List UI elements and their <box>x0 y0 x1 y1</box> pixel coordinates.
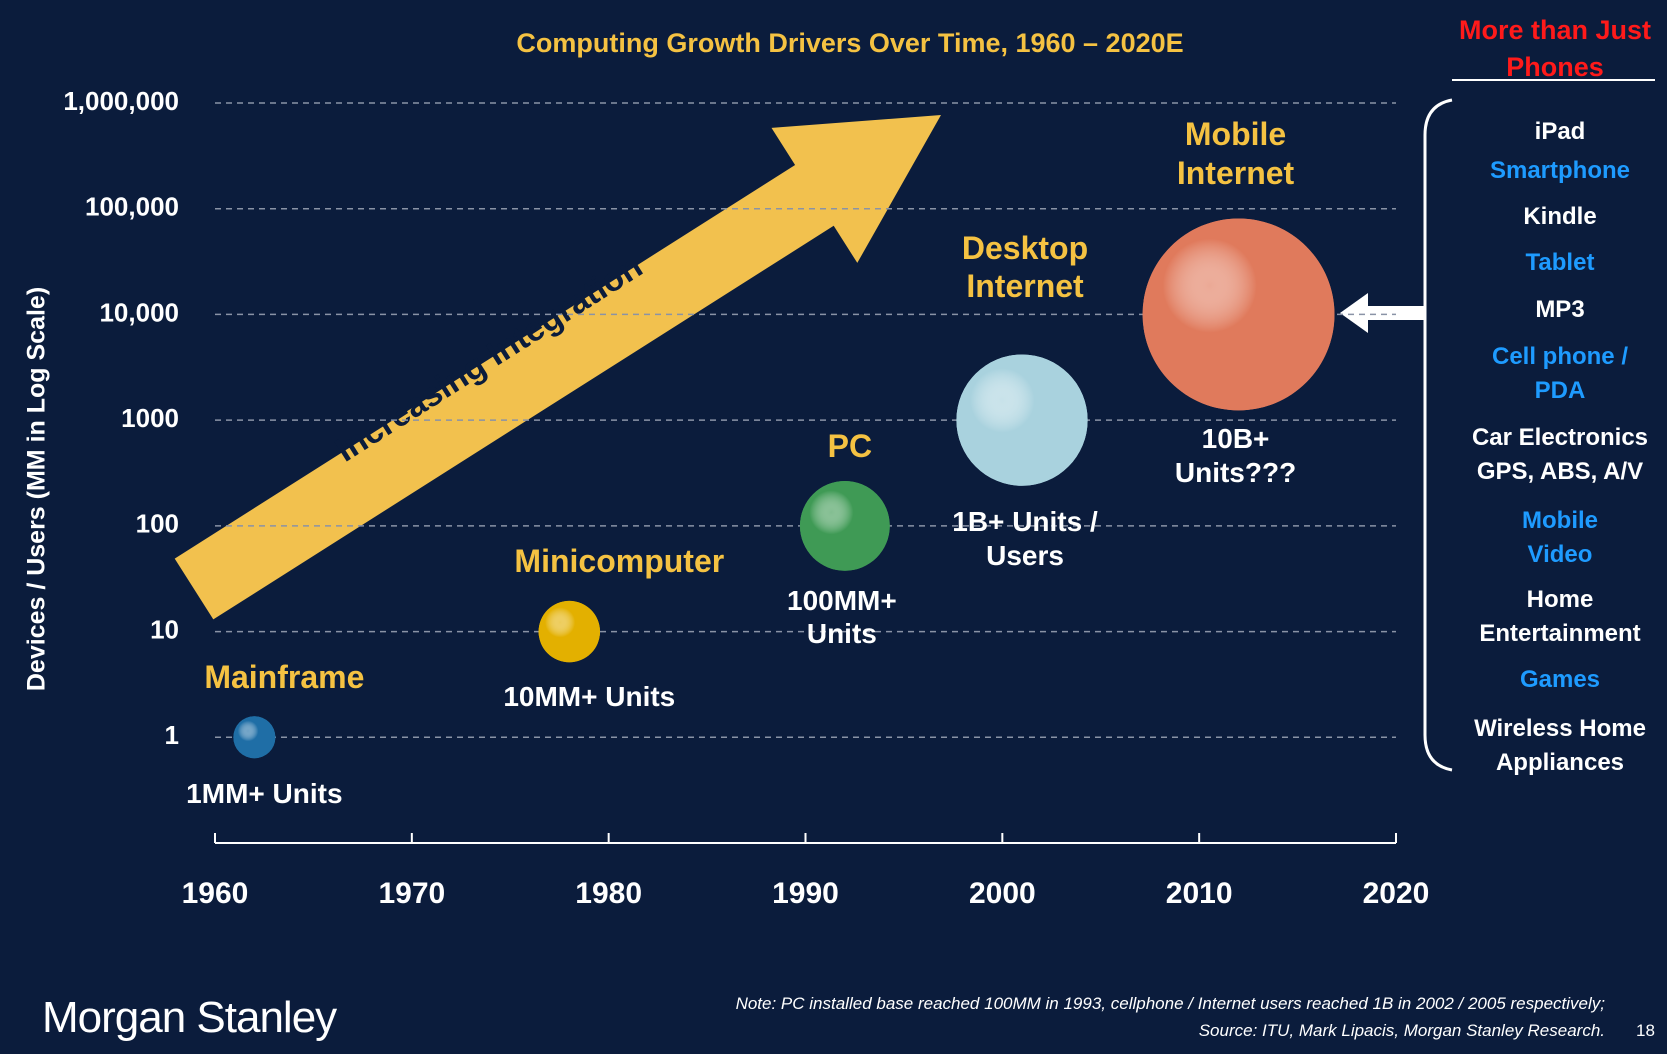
category-label: PC <box>827 427 873 464</box>
side-item-line: Games <box>1519 666 1601 693</box>
bubble <box>799 480 890 571</box>
source: Source: ITU, Mark Lipacis, Morgan Stanle… <box>1198 1021 1605 1040</box>
y-tick-label: 10,000 <box>99 297 179 327</box>
value-label: 1B+ Units / Users <box>952 506 1098 571</box>
y-tick-label: 1,000,000 <box>63 86 179 116</box>
side-title: More than Just Phones <box>1458 15 1652 82</box>
side-item-line: Wireless Home <box>1474 715 1646 742</box>
bubble <box>956 354 1088 486</box>
y-axis-label: Devices / Users (MM in Log Scale) <box>23 287 51 691</box>
side-item-line: Cell phone / <box>1491 343 1628 370</box>
bubble <box>1142 218 1335 411</box>
side-item: Home Entertainment <box>1445 583 1667 651</box>
y-tick-label: 1 <box>165 720 179 750</box>
side-item-line: Video <box>1527 541 1593 568</box>
x-tick-label: 2000 <box>969 877 1036 910</box>
value-label: 100MM+ Units <box>787 584 897 650</box>
x-tick-label: 1980 <box>575 877 642 910</box>
page-number: 18 <box>1636 1021 1655 1040</box>
category-label: Minicomputer <box>514 543 725 580</box>
side-bracket <box>1423 98 1453 772</box>
side-item-line: Entertainment <box>1479 620 1641 647</box>
side-item: Mobile Video <box>1445 504 1667 572</box>
side-item-line: Tablet <box>1525 249 1595 276</box>
y-tick-label: 100 <box>136 509 179 539</box>
side-arrow <box>1340 293 1425 333</box>
side-item-line: PDA <box>1534 377 1586 404</box>
y-tick-label: 100,000 <box>85 192 179 222</box>
brand: Morgan Stanley <box>42 993 337 1042</box>
side-item: MP3 <box>1445 293 1667 327</box>
side-item: Kindle <box>1445 200 1667 234</box>
category-label: Desktop Internet <box>961 229 1089 305</box>
y-tick-label: 1000 <box>121 403 179 433</box>
side-item-line: MP3 <box>1535 296 1585 323</box>
category-label: Mobile Internet <box>1176 116 1295 191</box>
y-tick-label: 10 <box>150 614 179 644</box>
value-label: 10MM+ Units <box>503 680 676 712</box>
side-item-line: GPS, ABS, A/V <box>1476 458 1644 485</box>
side-item: Cell phone / PDA <box>1445 340 1667 408</box>
side-item: iPad <box>1445 115 1667 149</box>
side-item: Smartphone <box>1445 154 1667 188</box>
category-label: Mainframe <box>204 659 365 696</box>
integration-arrow <box>174 115 941 620</box>
side-item: Wireless Home Appliances <box>1445 712 1667 780</box>
x-tick-label: 1970 <box>378 877 445 910</box>
side-item-line: Kindle <box>1523 203 1597 230</box>
value-label: 10B+ Units??? <box>1174 423 1297 489</box>
side-item-line: Mobile <box>1522 507 1598 534</box>
side-item-line: Home <box>1526 586 1594 613</box>
side-item: Car Electronics GPS, ABS, A/V <box>1445 421 1667 489</box>
x-tick-label: 2010 <box>1166 877 1233 910</box>
x-tick-label: 1990 <box>772 877 839 910</box>
side-item-line: Appliances <box>1495 749 1625 776</box>
value-label: 1MM+ Units <box>186 778 343 810</box>
x-tick-label: 1960 <box>182 877 249 910</box>
side-item-line: Smartphone <box>1489 157 1630 184</box>
bubble <box>233 716 276 759</box>
side-item: Tablet <box>1445 246 1667 280</box>
chart-title: Computing Growth Drivers Over Time, 1960… <box>516 28 1183 58</box>
x-tick-label: 2020 <box>1363 877 1430 910</box>
side-item-line: iPad <box>1534 118 1586 145</box>
bubble <box>538 600 601 663</box>
side-item: Games <box>1445 663 1667 697</box>
footnote: Note: PC installed base reached 100MM in… <box>735 994 1605 1013</box>
side-item-line: Car Electronics <box>1471 424 1649 451</box>
